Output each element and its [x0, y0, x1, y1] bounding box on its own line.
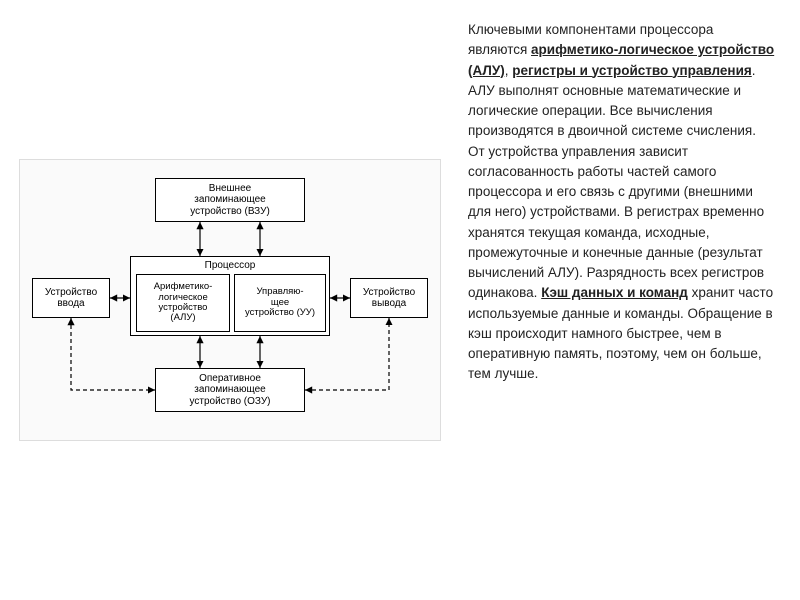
text-panel: Ключевыми компонентами процессора являют… — [460, 0, 800, 600]
output-l1: Устройство — [363, 287, 415, 299]
alu-l4: (АЛУ) — [170, 313, 195, 323]
external-memory-l1: Внешнее — [209, 183, 251, 195]
output-l2: вывода — [372, 298, 406, 310]
external-memory-l2: запоминающее — [194, 194, 265, 206]
block-external-memory: Внешнее запоминающее устройство (ВЗУ) — [155, 178, 305, 222]
ram-l2: запоминающее — [194, 384, 265, 396]
architecture-diagram: Внешнее запоминающее устройство (ВЗУ) Ус… — [19, 159, 441, 441]
external-memory-l3: устройство (ВЗУ) — [190, 206, 270, 218]
cu-l3: устройство (УУ) — [245, 308, 315, 318]
term-cache: Кэш данных и команд — [541, 285, 688, 300]
ram-l3: устройство (ОЗУ) — [189, 396, 270, 408]
block-ram: Оперативное запоминающее устройство (ОЗУ… — [155, 368, 305, 412]
text-mid: . АЛУ выполнят основные математические и… — [468, 63, 764, 301]
input-l1: Устройство — [45, 287, 97, 299]
input-l2: ввода — [57, 298, 84, 310]
block-cu: Управляю- щее устройство (УУ) — [234, 274, 326, 332]
term-registers-cu: регистры и устройство управления — [512, 63, 751, 78]
body-paragraph: Ключевыми компонентами процессора являют… — [468, 20, 776, 385]
block-input: Устройство ввода — [32, 278, 110, 318]
block-alu: Арифметико- логическое устройство (АЛУ) — [136, 274, 230, 332]
ram-l1: Оперативное — [199, 373, 261, 385]
alu-l1: Арифметико- — [154, 282, 213, 292]
processor-title: Процессор — [133, 259, 327, 272]
block-output: Устройство вывода — [350, 278, 428, 318]
diagram-panel: Внешнее запоминающее устройство (ВЗУ) Ус… — [0, 0, 460, 600]
